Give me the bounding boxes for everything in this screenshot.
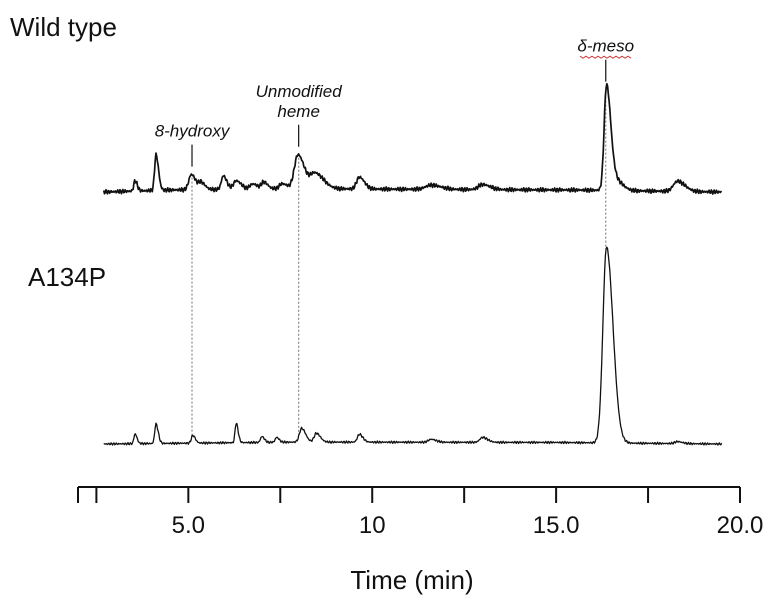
x-axis-title: Time (min) bbox=[350, 565, 473, 595]
x-tick-label: 10 bbox=[359, 512, 386, 539]
peak-label: Unmodified bbox=[256, 82, 343, 101]
trace-label-a134p: A134P bbox=[28, 262, 106, 292]
peak-guide-lines bbox=[191, 92, 607, 435]
spellcheck-underline bbox=[579, 55, 632, 59]
series-line-a134p bbox=[103, 246, 723, 446]
peak-label: 8-hydroxy bbox=[155, 122, 231, 141]
x-tick-label: 5.0 bbox=[172, 512, 205, 539]
x-tick-label: 20.0 bbox=[717, 512, 764, 539]
x-tick-label: 15.0 bbox=[533, 512, 580, 539]
x-axis: 5.0 10 15.0 20.0 bbox=[77, 486, 764, 539]
peak-label: heme bbox=[277, 102, 320, 121]
series-line-wild-type bbox=[102, 82, 723, 195]
chromatogram-traces bbox=[102, 82, 723, 446]
peak-label: δ-meso bbox=[577, 37, 634, 56]
trace-label-wild-type: Wild type bbox=[10, 12, 117, 42]
